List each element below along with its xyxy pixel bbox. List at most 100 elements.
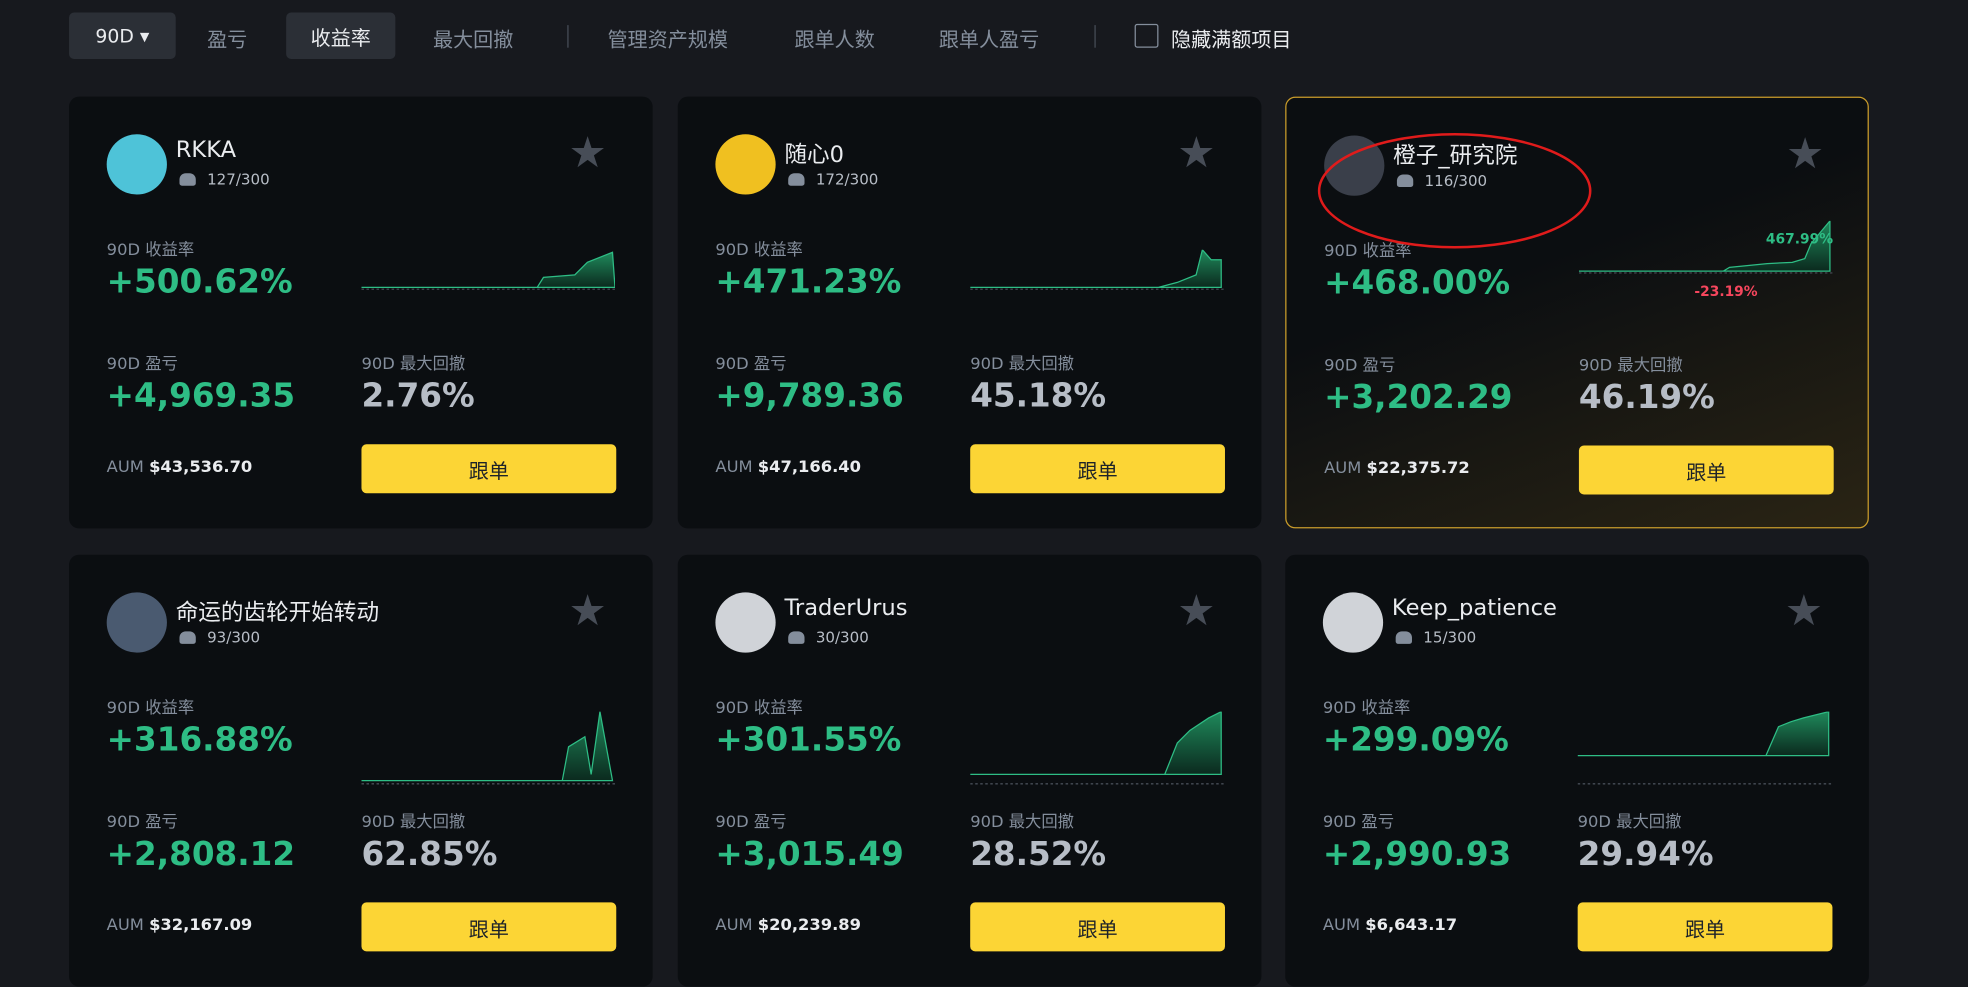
followers-count: 116/300 xyxy=(1424,171,1488,190)
avatar xyxy=(106,592,167,653)
mdd-value: 29.94% xyxy=(1577,835,1714,874)
aum-value: $22,375.72 xyxy=(1366,459,1470,479)
roi-label: 90D 收益率 xyxy=(715,240,803,260)
favorite-star[interactable]: ★ xyxy=(1784,586,1824,637)
trader-name[interactable]: 随心0 xyxy=(784,141,844,169)
pnl-label: 90D 盈亏 xyxy=(106,813,178,833)
followers-icon xyxy=(1396,174,1414,188)
pnl-label: 90D 盈亏 xyxy=(715,813,787,833)
copy-button[interactable]: 跟单 xyxy=(361,444,617,494)
separator xyxy=(567,25,569,48)
mdd-value: 46.19% xyxy=(1578,379,1715,417)
aum: AUM $32,167.09 xyxy=(107,916,253,935)
pnl-value: +2,990.93 xyxy=(1322,835,1512,874)
trader-name[interactable]: 橙子_研究院 xyxy=(1393,143,1518,170)
aum: AUM $47,166.40 xyxy=(715,458,861,477)
sparkline xyxy=(970,711,1224,785)
mdd-label: 90D 最大回撤 xyxy=(970,813,1074,833)
sparkline-area xyxy=(970,711,1222,776)
mdd-value: 45.18% xyxy=(970,377,1107,416)
trader-card[interactable]: TraderUrus 30/300 ★ 90D 收益率 +301.55% 90D 盈亏 +3… xyxy=(677,554,1262,987)
copy-button[interactable]: 跟单 xyxy=(1577,902,1833,952)
followers-icon xyxy=(1395,631,1412,644)
trader-card[interactable]: 命运的齿轮开始转动 93/300 ★ 90D 收益率 +316.88% 90D 盈亏 +2,… xyxy=(69,554,653,987)
followers-count: 172/300 xyxy=(815,170,879,189)
mdd-value: 2.76% xyxy=(361,377,475,416)
trader-name[interactable]: Keep_patience xyxy=(1391,594,1557,622)
aum-label: AUM xyxy=(106,916,144,936)
aum: AUM $20,239.89 xyxy=(715,916,861,935)
copy-button[interactable]: 跟单 xyxy=(970,902,1225,952)
copy-button[interactable]: 跟单 xyxy=(970,444,1225,494)
pnl-value: +4,969.35 xyxy=(106,377,296,416)
sparkline xyxy=(1578,220,1833,274)
aum: AUM $22,375.72 xyxy=(1324,459,1470,478)
followers-icon xyxy=(179,173,196,186)
trader-card[interactable]: RKKA 127/300 ★ 90D 收益率 +500.62% 90D 盈亏 +4,969.… xyxy=(69,96,653,529)
roi-value: +468.00% xyxy=(1324,264,1511,303)
filter-tab[interactable]: 跟单人盈亏 xyxy=(938,27,1040,52)
trader-card[interactable]: 橙子_研究院 116/300 ★ 90D 收益率 +468.00% 467.99% -23.… xyxy=(1285,96,1869,529)
mdd-label: 90D 最大回撤 xyxy=(361,813,466,833)
followers-icon xyxy=(788,173,805,186)
pnl-label: 90D 盈亏 xyxy=(1324,356,1396,376)
trader-name[interactable]: TraderUrus xyxy=(784,594,908,622)
trader-name[interactable]: RKKA xyxy=(175,136,237,164)
pnl-label: 90D 盈亏 xyxy=(1322,813,1395,833)
aum-label: AUM xyxy=(715,916,753,936)
pnl-value: +3,202.29 xyxy=(1324,379,1513,417)
roi-value: +316.88% xyxy=(106,721,293,760)
followers-icon xyxy=(179,631,196,644)
chart-high-label: 467.99% xyxy=(1765,230,1834,248)
roi-value: +299.09% xyxy=(1322,721,1509,760)
followers-count: 93/300 xyxy=(207,628,261,647)
roi-label: 90D 收益率 xyxy=(1324,242,1412,262)
copy-button[interactable]: 跟单 xyxy=(1578,445,1834,495)
mdd-label: 90D 最大回撤 xyxy=(1577,813,1682,833)
mdd-value: 28.52% xyxy=(970,835,1107,874)
mdd-label: 90D 最大回撤 xyxy=(970,355,1074,375)
copy-button[interactable]: 跟单 xyxy=(361,902,617,952)
favorite-star[interactable]: ★ xyxy=(568,128,607,179)
roi-value: +471.23% xyxy=(715,263,902,302)
roi-label: 90D 收益率 xyxy=(106,699,195,718)
favorite-star[interactable]: ★ xyxy=(1786,129,1825,180)
checkbox[interactable] xyxy=(1134,23,1159,48)
sparkline-area xyxy=(1577,711,1830,757)
aum-label: AUM xyxy=(1322,916,1361,936)
followers-count: 15/300 xyxy=(1423,628,1477,647)
sparkline xyxy=(361,251,615,290)
roi-value: +301.55% xyxy=(715,721,902,760)
aum-value: $43,536.70 xyxy=(149,458,253,477)
aum-label: AUM xyxy=(1324,459,1362,479)
pnl-value: +2,808.12 xyxy=(106,835,296,874)
followers-icon xyxy=(788,631,805,644)
filter-tab[interactable]: 管理资产规模 xyxy=(607,27,728,52)
checkbox-label[interactable]: 隐藏满额项目 xyxy=(1171,27,1292,52)
sparkline-area xyxy=(1578,220,1831,272)
filter-tab[interactable]: 跟单人数 xyxy=(794,27,875,52)
favorite-star[interactable]: ★ xyxy=(1177,586,1216,637)
favorite-star[interactable]: ★ xyxy=(1177,128,1216,179)
trader-card[interactable]: 随心0 172/300 ★ 90D 收益率 +471.23% 90D 盈亏 +9,789.3… xyxy=(677,96,1262,529)
period-text: 90D xyxy=(95,24,134,48)
filter-tab[interactable]: 盈亏 xyxy=(207,27,248,52)
mdd-label: 90D 最大回撤 xyxy=(1578,356,1683,376)
trader-card[interactable]: Keep_patience 15/300 ★ 90D 收益率 +299.09% 90D 盈… xyxy=(1285,554,1869,987)
filter-tab[interactable]: 最大回撤 xyxy=(433,27,514,52)
avatar xyxy=(1322,592,1384,653)
sparkline xyxy=(1577,711,1832,785)
favorite-star[interactable]: ★ xyxy=(568,586,607,637)
avatar xyxy=(106,134,167,195)
filter-tab[interactable]: 收益率 xyxy=(286,12,396,59)
period-dropdown[interactable]: 90D ▾ xyxy=(69,12,176,59)
roi-label: 90D 收益率 xyxy=(1322,699,1411,718)
sparkline-area xyxy=(361,251,615,289)
followers-count: 30/300 xyxy=(815,628,869,647)
aum-value: $6,643.17 xyxy=(1365,916,1458,936)
trader-name[interactable]: 命运的齿轮开始转动 xyxy=(175,599,380,627)
mdd-label: 90D 最大回撤 xyxy=(361,355,466,375)
aum: AUM $43,536.70 xyxy=(107,458,253,477)
